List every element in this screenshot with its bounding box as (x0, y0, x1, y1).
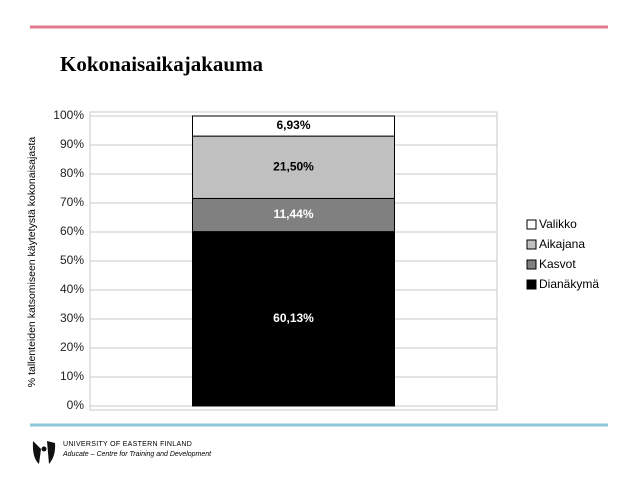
bar-segment (192, 197, 395, 233)
y-tick-label: 70% (60, 195, 84, 209)
y-tick-label: 50% (60, 253, 84, 267)
unit-name: Aducate – Centre for Training and Develo… (62, 451, 212, 458)
y-tick-label: 60% (60, 224, 84, 238)
value-label: 6,93% (276, 118, 310, 132)
logo-dot (41, 446, 47, 452)
legend-swatch (526, 259, 537, 270)
legend-label: Valikko (539, 217, 577, 231)
y-tick-label: 80% (60, 166, 84, 180)
university-name: UNIVERSITY OF EASTERN FINLAND (63, 441, 192, 448)
y-tick-label: 100% (53, 108, 84, 122)
chart-title: Kokonaisaikajakauma (60, 52, 264, 76)
y-tick-label: 0% (67, 398, 85, 412)
y-tick-label: 20% (60, 340, 84, 354)
y-tick-label: 40% (60, 282, 84, 296)
y-tick-label: 30% (60, 311, 84, 325)
legend-swatch (526, 219, 537, 230)
y-tick-label: 10% (60, 369, 84, 383)
legend-label: Aikajana (539, 237, 585, 251)
y-axis-label: % tallenteiden katsomiseen käytetystä ko… (26, 137, 38, 388)
logo (32, 441, 56, 464)
legend-label: Dianäkymä (539, 277, 599, 291)
legend-label: Kasvot (539, 257, 576, 271)
logo-leaf (32, 441, 41, 464)
logo-leaf (47, 441, 56, 464)
bar-segment (192, 231, 395, 407)
value-label: 60,13% (273, 311, 314, 325)
value-label: 11,44% (273, 207, 313, 221)
legend-swatch (526, 279, 537, 290)
value-label: 21,50% (273, 159, 314, 173)
bar-segment (192, 115, 395, 137)
legend-swatch (526, 239, 537, 250)
bar-segment (192, 135, 395, 199)
y-tick-label: 90% (60, 137, 84, 151)
